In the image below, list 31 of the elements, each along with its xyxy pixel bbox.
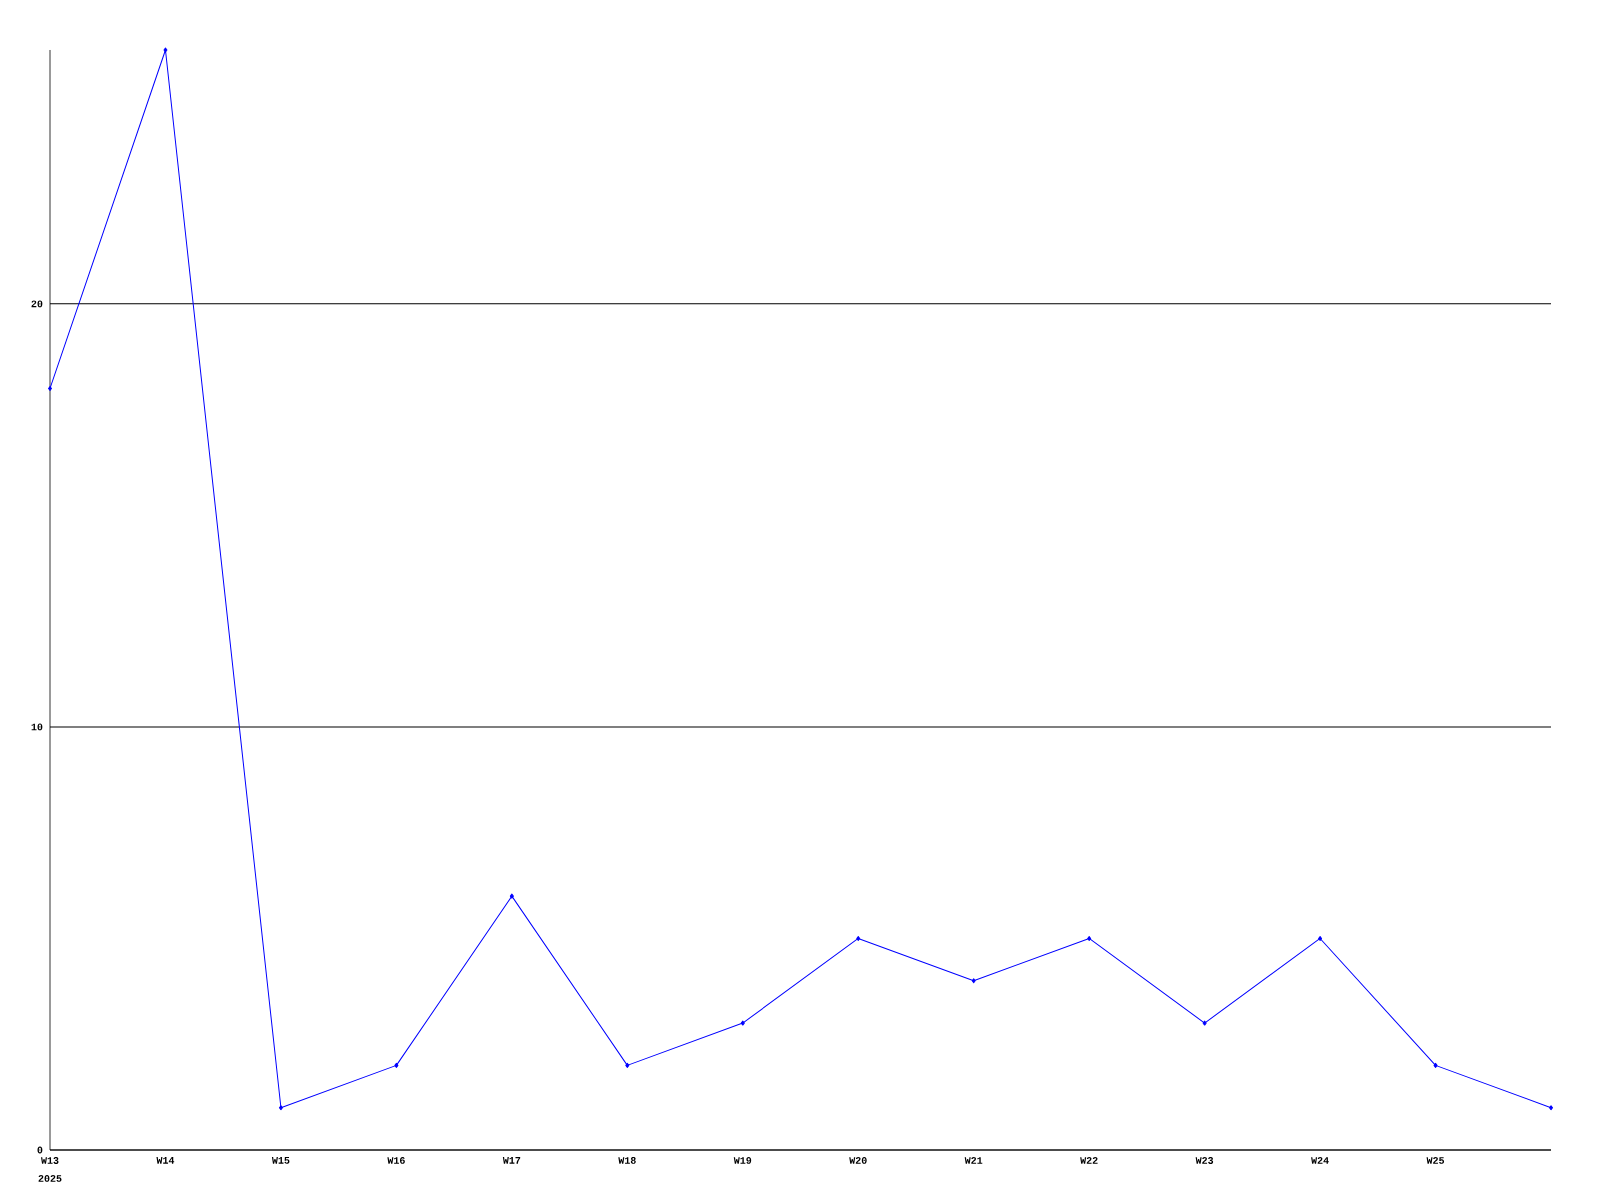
point [856,935,861,941]
point [48,385,52,391]
x-tick-label: W25 [1426,1157,1445,1164]
point [1087,935,1092,941]
point [1318,935,1323,941]
x-tick-label: W16 [387,1157,405,1164]
y-tick-label: 10 [31,723,43,731]
point [625,1062,630,1068]
point [1549,1105,1554,1111]
x-tick-label: W18 [618,1157,636,1164]
x-tick-label: W14 [156,1157,175,1164]
y-tick-label: 0 [37,1146,43,1154]
point [163,47,168,53]
x-tick-label: W24 [1311,1157,1329,1164]
x-tick-label: W15 [271,1157,290,1164]
x-tick-label: W20 [849,1157,867,1164]
point [971,978,976,984]
point [394,1062,399,1068]
point [1202,1020,1207,1026]
point [509,893,514,899]
point [1433,1062,1438,1068]
point [278,1105,283,1111]
y-tick-label: 20 [31,300,43,308]
x-tick-label: W17 [502,1157,521,1164]
x-tick-label: W21 [964,1157,983,1164]
x-tick-label: W19 [733,1157,752,1164]
x-tick-label: W13 [41,1157,59,1164]
text: 2025 [38,1175,62,1182]
point [740,1020,745,1026]
x-tick-label: W23 [1195,1157,1214,1164]
x-tick-label: W22 [1080,1157,1098,1164]
